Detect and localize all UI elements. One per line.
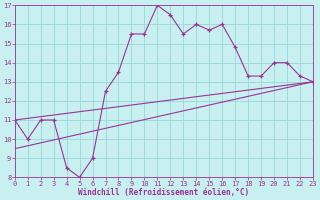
X-axis label: Windchill (Refroidissement éolien,°C): Windchill (Refroidissement éolien,°C) — [78, 188, 249, 197]
